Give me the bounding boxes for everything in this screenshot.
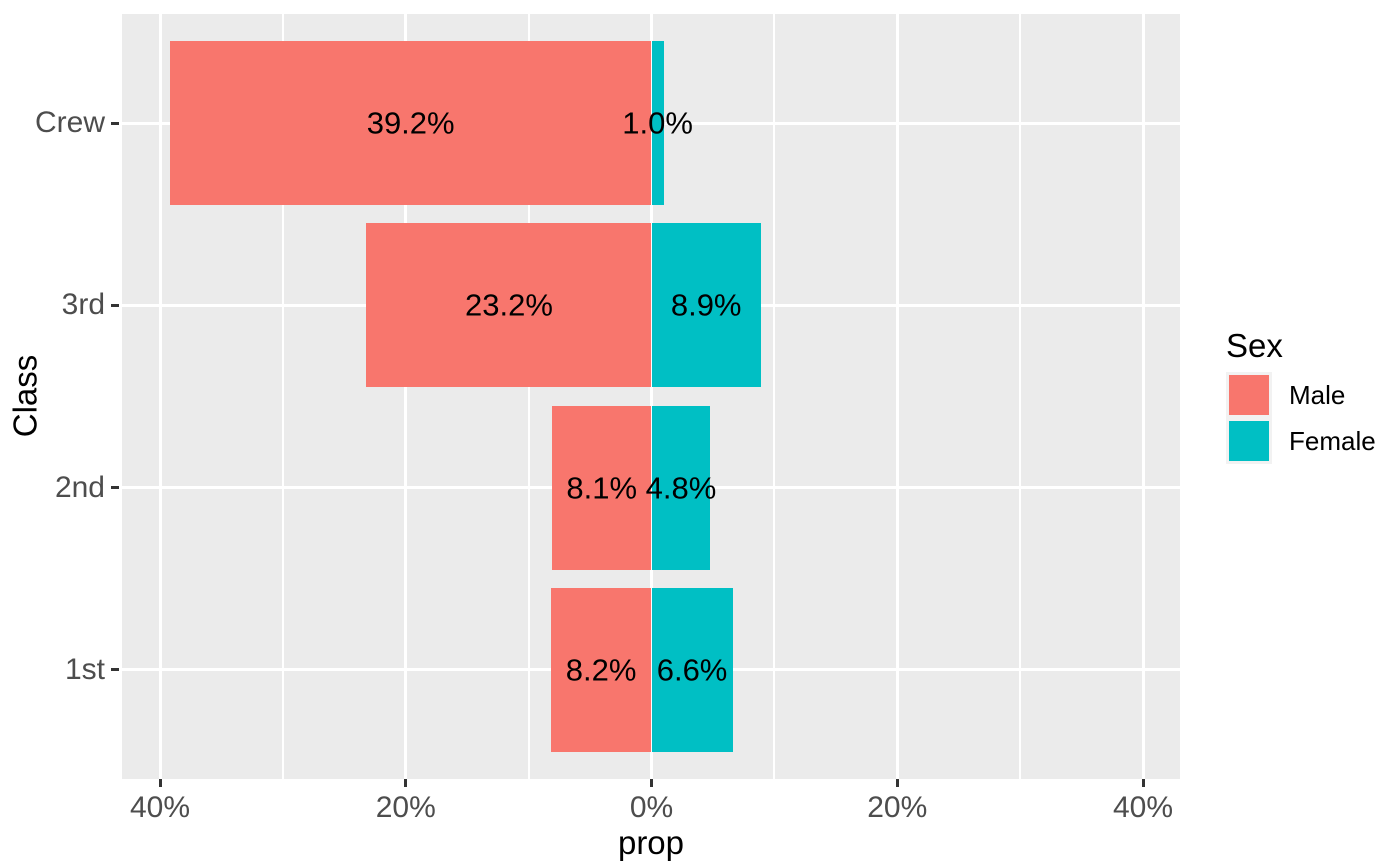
bar-label-male-2nd: 8.1%: [566, 470, 638, 506]
legend: Sex Male Female: [1226, 326, 1376, 464]
y-tick-label: 2nd: [54, 470, 105, 504]
bar-male-2nd: [551, 405, 652, 570]
plot-panel: 39.2% 1.0% 23.2% 8.9% 8.1% 4.8% 8.2% 6.6%: [122, 14, 1180, 779]
x-tick-mark: [895, 779, 899, 787]
legend-key-female: [1226, 418, 1272, 464]
x-tick-mark: [158, 779, 162, 787]
legend-swatch-female-icon: [1229, 421, 1269, 461]
bar-male-3rd: [366, 223, 652, 388]
y-tick-label: Crew: [34, 106, 105, 140]
gridline-major-vertical: [158, 14, 162, 779]
x-tick-mark: [1141, 779, 1145, 787]
gridline-minor-vertical: [281, 14, 284, 779]
bar-male-crew: [169, 41, 652, 206]
bar-female-3rd: [651, 223, 761, 388]
bar-label-male-crew: 39.2%: [366, 105, 455, 141]
y-tick-mark: [111, 303, 119, 307]
x-axis-title: prop: [617, 824, 685, 861]
legend-label-male: Male: [1289, 380, 1346, 410]
y-tick-label: 3rd: [61, 288, 105, 322]
bar-female-crew: [651, 41, 664, 206]
gridline-major-vertical: [895, 14, 899, 779]
legend-entry-male: Male: [1226, 372, 1376, 418]
gridline-minor-vertical: [527, 14, 530, 779]
x-tick-label: 0%: [629, 791, 674, 824]
y-tick-mark: [111, 668, 119, 672]
x-tick-label: 40%: [1112, 791, 1174, 824]
gridline-major-vertical: [404, 14, 408, 779]
legend-swatch-male-icon: [1229, 375, 1269, 415]
bar-label-female-2nd: 4.8%: [645, 470, 717, 506]
y-tick-label: 1st: [64, 652, 105, 686]
x-tick-mark: [650, 779, 653, 787]
bar-label-female-crew: 1.0%: [622, 105, 693, 141]
legend-key-male: [1226, 372, 1272, 418]
x-tick-label: 20%: [867, 791, 928, 824]
legend-entry-female: Female: [1226, 418, 1376, 464]
legend-label-female: Female: [1289, 426, 1376, 456]
bar-male-1st: [550, 587, 652, 752]
gridline-major-vertical: [650, 14, 653, 779]
bar-label-male-3rd: 23.2%: [465, 287, 553, 323]
y-axis-title: Class: [6, 354, 44, 438]
x-tick-mark: [404, 779, 408, 787]
bar-label-male-1st: 8.2%: [565, 652, 637, 688]
gridline-minor-vertical: [773, 14, 776, 779]
x-tick-label: 40%: [129, 791, 191, 824]
bar-label-female-1st: 6.6%: [656, 652, 728, 688]
y-tick-mark: [111, 121, 119, 125]
legend-entries: Male Female: [1226, 372, 1376, 464]
bar-female-2nd: [651, 405, 711, 570]
gridline-major-vertical: [1141, 14, 1145, 779]
legend-title: Sex: [1226, 327, 1283, 364]
y-tick-mark: [111, 486, 119, 490]
x-tick-label: 20%: [375, 791, 436, 824]
bar-female-1st: [651, 587, 733, 752]
gridline-minor-vertical: [1019, 14, 1022, 779]
bar-label-female-3rd: 8.9%: [670, 287, 742, 323]
